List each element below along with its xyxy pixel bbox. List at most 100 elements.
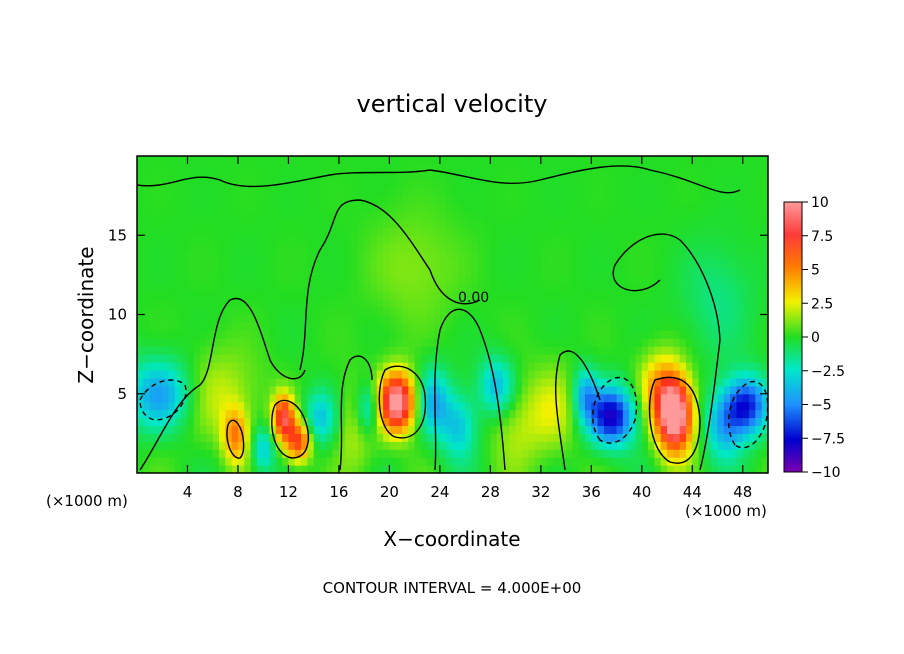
heatmap-cell xyxy=(338,393,346,403)
heatmap-cell xyxy=(219,401,226,411)
heatmap-cell xyxy=(704,314,712,324)
heatmap-cell xyxy=(559,298,567,308)
heatmap-cell xyxy=(742,377,750,387)
heatmap-cell xyxy=(237,243,245,252)
heatmap-cell xyxy=(673,203,681,213)
heatmap-cell xyxy=(389,290,397,300)
heatmap-cell xyxy=(711,385,719,395)
heatmap-cell xyxy=(206,251,214,260)
heatmap-cell xyxy=(389,266,397,276)
heatmap-cell xyxy=(585,433,592,442)
heatmap-cell xyxy=(137,346,144,355)
heatmap-cell xyxy=(547,377,555,387)
heatmap-cell xyxy=(465,441,473,450)
heatmap-cell xyxy=(484,401,491,411)
heatmap-cell xyxy=(559,377,567,387)
heatmap-cell xyxy=(597,306,605,316)
heatmap-cell xyxy=(484,235,491,244)
heatmap-cell xyxy=(755,465,763,473)
heatmap-cell xyxy=(193,219,201,228)
heatmap-cell xyxy=(742,338,750,347)
heatmap-cell xyxy=(553,282,561,292)
heatmap-cell xyxy=(736,211,744,221)
heatmap-cell xyxy=(635,369,643,379)
heatmap-cell xyxy=(698,369,706,379)
heatmap-cell xyxy=(200,433,208,442)
heatmap-cell xyxy=(559,330,567,339)
heatmap-cell xyxy=(509,425,517,434)
heatmap-cell xyxy=(559,195,567,205)
heatmap-cell xyxy=(515,465,523,473)
heatmap-cell xyxy=(439,417,447,427)
heatmap-cell xyxy=(332,266,340,276)
heatmap-cell xyxy=(477,251,485,260)
heatmap-cell xyxy=(610,362,618,371)
heatmap-cell xyxy=(263,362,271,371)
heatmap-cell xyxy=(648,298,656,308)
heatmap-cell xyxy=(679,314,687,324)
heatmap-cell xyxy=(231,259,239,268)
heatmap-cell xyxy=(673,306,681,316)
heatmap-cell xyxy=(484,314,491,324)
heatmap-cell xyxy=(301,385,308,395)
heatmap-cell xyxy=(452,156,460,165)
heatmap-cell xyxy=(231,330,239,339)
heatmap-cell xyxy=(187,346,195,355)
heatmap-cell xyxy=(332,251,340,260)
heatmap-cell xyxy=(749,354,756,363)
heatmap-cell xyxy=(458,322,466,331)
heatmap-cell xyxy=(326,195,334,205)
heatmap-cell xyxy=(566,298,573,308)
heatmap-cell xyxy=(212,433,220,442)
heatmap-cell xyxy=(610,251,618,260)
heatmap-cell xyxy=(648,465,656,473)
heatmap-cell xyxy=(162,457,170,466)
heatmap-cell xyxy=(212,163,220,173)
heatmap-cell xyxy=(313,401,321,411)
heatmap-cell xyxy=(212,219,220,228)
heatmap-cell xyxy=(704,441,712,450)
heatmap-cell xyxy=(206,401,214,411)
heatmap-cell xyxy=(496,401,504,411)
heatmap-cell xyxy=(578,385,586,395)
heatmap-cell xyxy=(490,203,498,213)
heatmap-cell xyxy=(143,243,151,252)
heatmap-cell xyxy=(439,465,447,473)
heatmap-cell xyxy=(521,179,529,189)
heatmap-cell xyxy=(458,211,466,221)
heatmap-cell xyxy=(181,457,189,466)
heatmap-cell xyxy=(162,401,170,411)
heatmap-cell xyxy=(654,203,662,213)
heatmap-cell xyxy=(256,441,264,450)
heatmap-cell xyxy=(149,449,157,458)
heatmap-cell xyxy=(534,314,542,324)
heatmap-cell xyxy=(566,322,573,331)
heatmap-cell xyxy=(521,385,529,395)
heatmap-cell xyxy=(326,274,334,284)
heatmap-cell xyxy=(616,449,624,458)
heatmap-cell xyxy=(547,409,555,419)
heatmap-cell xyxy=(559,290,567,300)
heatmap-cell xyxy=(465,322,473,331)
heatmap-cell xyxy=(370,227,378,236)
heatmap-cell xyxy=(351,330,359,339)
heatmap-cell xyxy=(263,251,271,260)
heatmap-cell xyxy=(603,211,611,221)
heatmap-cell xyxy=(641,354,649,363)
heatmap-cell xyxy=(301,235,308,244)
heatmap-cell xyxy=(685,465,693,473)
heatmap-cell xyxy=(389,425,397,434)
heatmap-cell xyxy=(559,274,567,284)
heatmap-cell xyxy=(193,465,201,473)
heatmap-cell xyxy=(389,433,397,442)
heatmap-cell xyxy=(332,425,340,434)
heatmap-cell xyxy=(193,449,201,458)
heatmap-cell xyxy=(206,338,214,347)
heatmap-cell xyxy=(149,338,157,347)
heatmap-cell xyxy=(496,211,504,221)
heatmap-cell xyxy=(509,251,517,260)
heatmap-cell xyxy=(269,156,277,165)
heatmap-cell xyxy=(433,290,441,300)
heatmap-cell xyxy=(736,195,744,205)
